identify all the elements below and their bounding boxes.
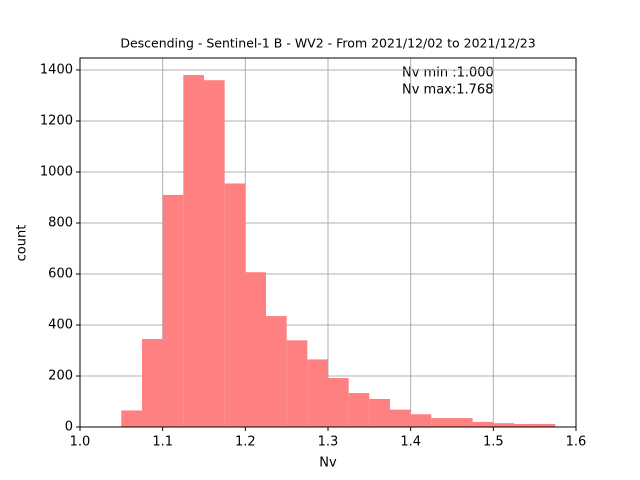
- x-tick-label: 1.3: [318, 435, 339, 450]
- x-tick-label: 1.1: [152, 435, 173, 450]
- bar: [514, 423, 535, 427]
- bar: [162, 194, 184, 427]
- bar: [390, 409, 411, 427]
- bar: [286, 340, 308, 427]
- bar: [204, 80, 225, 427]
- bar: [410, 414, 432, 427]
- y-tick-label: 400: [48, 317, 73, 332]
- bar: [348, 393, 370, 427]
- annotation: Nv max:1.768: [402, 83, 493, 98]
- annotation: Nv min :1.000: [402, 66, 494, 81]
- bar: [307, 359, 328, 427]
- x-tick-label: 1.6: [566, 435, 587, 450]
- bar: [328, 378, 349, 427]
- bar: [472, 421, 494, 427]
- y-tick-label: 200: [48, 368, 73, 383]
- y-tick-label: 1000: [40, 164, 73, 179]
- y-tick-label: 0: [65, 420, 73, 435]
- bar: [431, 418, 452, 427]
- x-tick-label: 1.4: [400, 435, 421, 450]
- bar: [183, 75, 204, 427]
- bar: [534, 423, 556, 427]
- bar: [452, 418, 473, 427]
- bar: [369, 398, 390, 427]
- plot-frame: [79, 57, 577, 428]
- bar: [493, 423, 514, 427]
- chart-title: Descending - Sentinel-1 B - WV2 - From 2…: [120, 36, 535, 51]
- bar: [245, 272, 266, 427]
- x-axis-label: Nv: [319, 456, 337, 471]
- y-tick-label: 800: [48, 215, 73, 230]
- bar: [224, 183, 246, 427]
- y-tick-label: 1400: [40, 62, 73, 77]
- bar: [266, 316, 287, 427]
- y-tick-label: 600: [48, 266, 73, 281]
- x-tick-label: 1.5: [483, 435, 504, 450]
- y-tick-label: 1200: [40, 113, 73, 128]
- y-axis-label: count: [15, 225, 30, 262]
- bar: [142, 339, 163, 427]
- x-tick-label: 1.2: [235, 435, 256, 450]
- x-tick-label: 1.0: [70, 435, 91, 450]
- bar: [121, 410, 142, 427]
